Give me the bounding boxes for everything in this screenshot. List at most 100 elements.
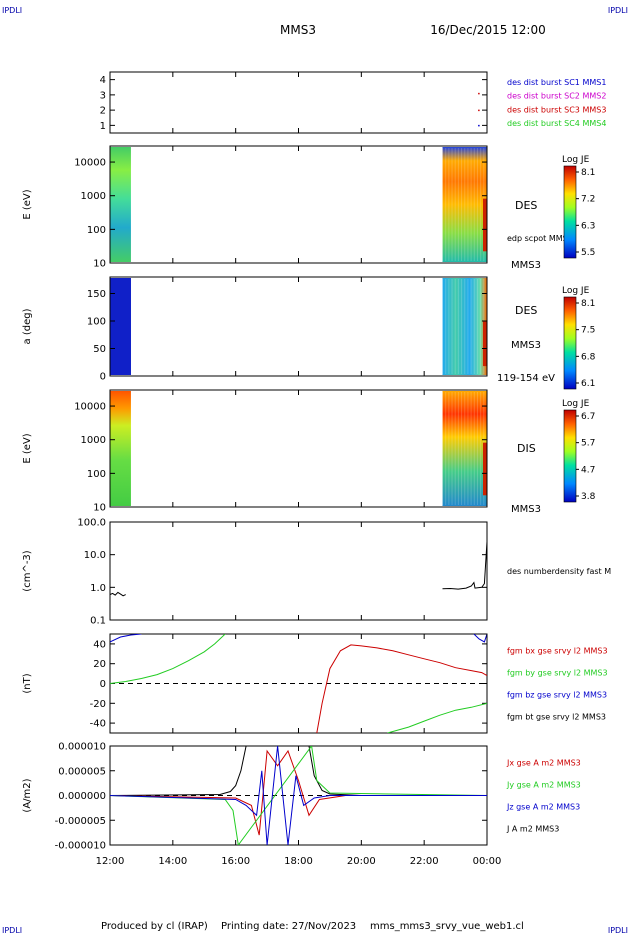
colorbar-gradient: [563, 409, 577, 503]
footer-filename: mms_mms3_srvy_vue_web1.cl: [370, 921, 524, 932]
panel-2-ylabel: E (eV): [22, 189, 33, 219]
ytick-label: 0.1: [90, 616, 106, 627]
panel-5-series: [110, 541, 487, 597]
spectrogram-edge: [483, 442, 487, 496]
panel-5-frame: [109, 521, 488, 621]
burst-point: [478, 124, 480, 127]
colorbar-title: Log JE: [562, 155, 590, 165]
panel-3-ylabel: a (deg): [22, 308, 33, 344]
panel-2-overlay-label: edp scpot MMS3: [507, 234, 573, 243]
xtick-label: 12:00: [96, 856, 125, 867]
series-line-1: [110, 746, 487, 796]
panel-4-spacecraft: MMS3: [511, 504, 541, 515]
spectrogram-block: [110, 391, 131, 506]
corner-label-top-right: IPDLI: [608, 6, 628, 15]
colorbar-tick-label: 7.2: [581, 195, 595, 205]
legend-entry-3: des dist burst SC3 MMS3: [507, 105, 606, 114]
ytick-label: 4: [100, 75, 106, 86]
colorbar-tick-label: 6.7: [581, 412, 595, 422]
datetime-title: 16/Dec/2015 12:00: [430, 23, 546, 37]
colorbar-tick-label: 5.7: [581, 439, 595, 449]
colorbar-tick-label: 8.1: [581, 299, 595, 309]
ytick-label: -0.000010: [55, 841, 106, 852]
ytick-label: 0: [100, 679, 106, 690]
ytick-label: 100: [87, 317, 106, 328]
legend-entry-1: fgm bx gse srvy l2 MMS3: [507, 647, 608, 656]
ytick-label: -20: [90, 699, 106, 710]
ytick-label: -0.000005: [55, 816, 106, 827]
series-line-3: [110, 746, 487, 845]
panel-6-series: [110, 634, 487, 733]
spectrogram-block: [442, 391, 487, 506]
spacecraft-title: MMS3: [280, 23, 316, 37]
footer-printing-date: Printing date: 27/Nov/2023: [221, 921, 356, 932]
ytick-label: 10: [93, 259, 106, 270]
legend-entry-2: Jy gse A m2 MMS3: [506, 781, 581, 790]
footer-produced-by: Produced by cl (IRAP): [101, 921, 208, 932]
ytick-label: 1.0: [90, 583, 106, 594]
corner-label-bottom-right: IPDLI: [608, 926, 628, 934]
panel-7-series: [110, 746, 487, 845]
series-line-5: [473, 634, 487, 643]
panel-3-energy-band: 119-154 eV: [497, 373, 555, 384]
legend-entry-4: J A m2 MMS3: [506, 825, 559, 834]
legend-entry-4: des dist burst SC4 MMS4: [507, 119, 606, 128]
ytick-label: 100.0: [77, 518, 106, 529]
series-line-3: [387, 702, 487, 733]
panel-2-frame: [109, 145, 488, 264]
burst-point: [478, 92, 480, 95]
series-group: [110, 541, 487, 597]
xtick-label: 22:00: [410, 856, 439, 867]
ytick-label: 1000: [81, 435, 106, 446]
colorbar-tick-label: 5.5: [581, 248, 595, 258]
colorbar-tick-label: 7.5: [581, 326, 595, 336]
colorbar-gradient: [563, 296, 577, 390]
panel-7-ylabel: (A/m2): [22, 778, 33, 812]
spectrogram-edge: [483, 321, 487, 367]
corner-label-bottom-left: IPDLI: [2, 926, 22, 934]
ytick-label: 50: [93, 344, 106, 355]
ytick-label: 150: [87, 289, 106, 300]
ytick-label: 100: [87, 469, 106, 480]
legend-entry-2: des dist burst SC2 MMS2: [507, 92, 606, 101]
ytick-label: 0.000010: [58, 742, 106, 753]
colorbar-title: Log JE: [562, 286, 590, 296]
spectrogram-block-low: [110, 278, 131, 375]
series-line-4: [110, 634, 142, 643]
series-group: [110, 634, 487, 733]
panel-4-ylabel: E (eV): [22, 433, 33, 463]
panel-2-label: DES: [515, 199, 537, 212]
xtick-label: 14:00: [158, 856, 187, 867]
panel-4-label: DIS: [517, 442, 536, 455]
ytick-label: 10000: [74, 402, 106, 413]
xtick-label: 00:00: [473, 856, 502, 867]
ytick-label: 0.000005: [58, 766, 106, 777]
spectrogram-block: [442, 278, 487, 375]
ytick-label: 100: [87, 225, 106, 236]
series-line-1: [316, 644, 487, 733]
colorbar-tick-label: 3.8: [581, 492, 596, 502]
legend-entry-1: des numberdensity fast M: [507, 567, 611, 576]
series-line-2: [110, 634, 226, 684]
panel-3-frame: [109, 276, 488, 377]
colorbar-tick-label: 6.3: [581, 221, 595, 231]
legend-entry-1: Jx gse A m2 MMS3: [506, 759, 581, 768]
panel-3-label: DES: [515, 304, 537, 317]
series-line-4: [110, 746, 487, 845]
ytick-label: 1: [100, 121, 106, 132]
colorbar-gradient: [563, 165, 577, 259]
xtick-label: 16:00: [221, 856, 250, 867]
corner-label-top-left: IPDLI: [2, 6, 22, 15]
spectrogram-edge: [483, 198, 487, 252]
legend-entry-3: Jz gse A m2 MMS3: [506, 803, 580, 812]
ytick-label: -40: [90, 719, 106, 730]
burst-point: [478, 109, 480, 112]
ytick-label: 10000: [74, 158, 106, 169]
panel-2-spacecraft: MMS3: [511, 260, 541, 271]
ytick-label: 0.000000: [58, 791, 106, 802]
ytick-label: 10.0: [84, 550, 106, 561]
legend-entry-4: fgm bt gse srvy l2 MMS3: [507, 713, 606, 722]
series-line-2: [442, 541, 487, 590]
ytick-label: 20: [93, 659, 106, 670]
